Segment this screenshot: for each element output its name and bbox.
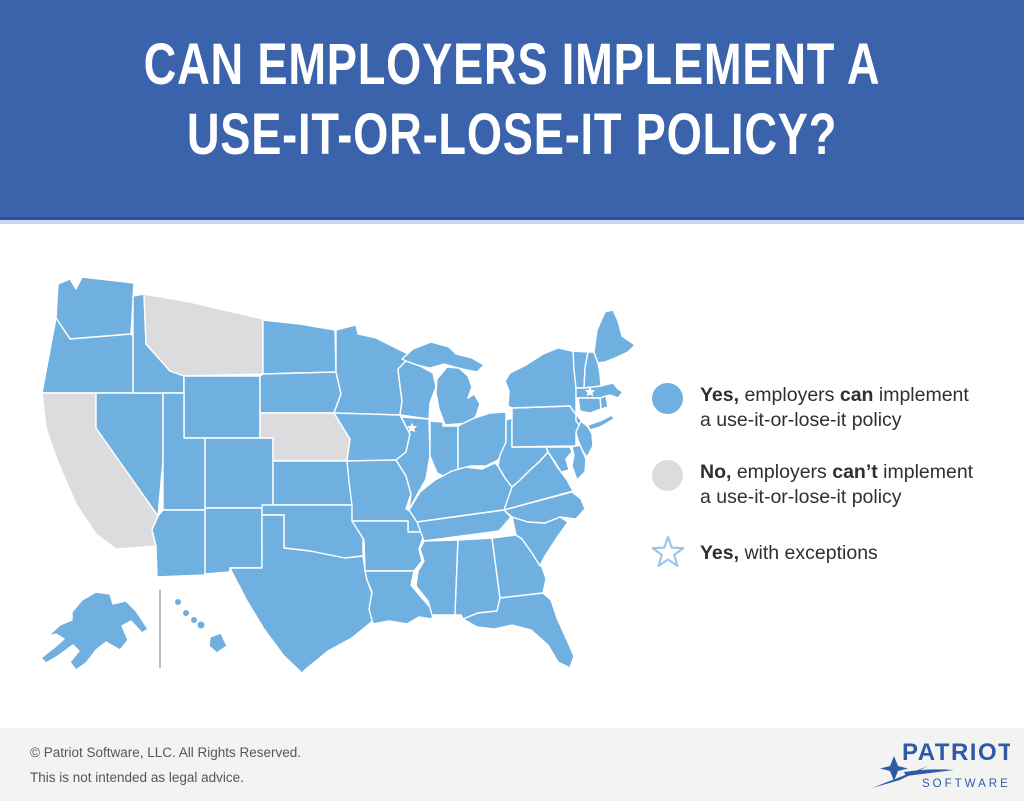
state-arizona bbox=[151, 509, 206, 578]
state-texas bbox=[229, 514, 376, 674]
exception-star-marker-massachusetts bbox=[584, 386, 596, 397]
state-wisconsin bbox=[397, 360, 437, 420]
state-south-dakota bbox=[259, 371, 342, 414]
legend-exceptions-text: Yes, with exceptions bbox=[700, 541, 878, 566]
header-banner bbox=[0, 0, 1024, 220]
state-new-mexico bbox=[204, 507, 263, 575]
state-hawaii bbox=[175, 599, 181, 605]
state-tennessee bbox=[416, 509, 512, 542]
logo-star-icon bbox=[872, 756, 954, 788]
logo-primary-text: PATRIOT bbox=[902, 739, 1010, 766]
state-hawaii bbox=[208, 632, 228, 654]
state-wyoming bbox=[183, 375, 261, 439]
state-hawaii-group bbox=[175, 599, 228, 654]
page-title: CAN EMPLOYERS IMPLEMENT A USE-IT-OR-LOSE… bbox=[0, 30, 1024, 170]
footer-text: © Patriot Software, LLC. All Rights Rese… bbox=[30, 740, 301, 790]
state-long-island bbox=[587, 414, 615, 431]
state-washington bbox=[55, 276, 135, 340]
state-connecticut bbox=[577, 397, 602, 414]
state-hawaii bbox=[191, 617, 197, 623]
footer: © Patriot Software, LLC. All Rights Rese… bbox=[0, 728, 1024, 801]
state-maine bbox=[593, 309, 636, 364]
state-colorado bbox=[204, 437, 274, 509]
legend-yes-line1: Yes, employers can implement bbox=[700, 384, 969, 406]
page-title-line2: USE-IT-OR-LOSE-IT POLICY? bbox=[186, 102, 838, 167]
us-states-map bbox=[40, 276, 636, 674]
state-pennsylvania bbox=[511, 405, 583, 448]
logo-secondary-text: SOFTWARE bbox=[922, 778, 1010, 790]
state-indiana bbox=[429, 420, 459, 479]
state-louisiana bbox=[364, 570, 438, 625]
state-nebraska bbox=[259, 412, 351, 462]
state-michigan bbox=[435, 366, 481, 426]
state-north-dakota bbox=[262, 319, 337, 375]
page-title-line1: CAN EMPLOYERS IMPLEMENT A bbox=[143, 32, 881, 97]
state-delaware bbox=[571, 444, 587, 481]
state-florida bbox=[462, 592, 575, 669]
footer-disclaimer: This is not intended as legal advice. bbox=[30, 770, 244, 785]
state-new-jersey bbox=[575, 420, 594, 458]
legend-no-line1: No, employers can’t implement bbox=[700, 461, 974, 483]
state-kansas bbox=[272, 460, 356, 506]
legend-yes-text: Yes, employers can implement a use-it-or… bbox=[700, 383, 969, 433]
star-outline-icon bbox=[651, 535, 685, 567]
footer-copyright: © Patriot Software, LLC. All Rights Rese… bbox=[30, 745, 302, 760]
exception-star-marker-illinois bbox=[406, 422, 418, 433]
legend-no-text: No, employers can’t implement a use-it-o… bbox=[700, 460, 973, 510]
state-arkansas bbox=[351, 520, 426, 572]
state-hawaii bbox=[197, 621, 205, 629]
legend-yes-line2: a use-it-or-lose-it policy bbox=[700, 409, 902, 431]
legend-exceptions-line1: Yes, with exceptions bbox=[700, 542, 878, 564]
header-accent-strip bbox=[0, 220, 1024, 224]
state-hawaii bbox=[183, 610, 189, 616]
legend-no-line2: a use-it-or-lose-it policy bbox=[700, 486, 902, 508]
state-michigan-up bbox=[401, 341, 485, 373]
state-maryland bbox=[545, 446, 573, 473]
yes-circle-icon bbox=[652, 383, 683, 414]
state-north-carolina bbox=[503, 491, 586, 524]
patriot-software-logo: PATRIOT SOFTWARE bbox=[872, 739, 1010, 790]
no-circle-icon bbox=[652, 460, 683, 491]
state-alaska bbox=[40, 591, 149, 671]
